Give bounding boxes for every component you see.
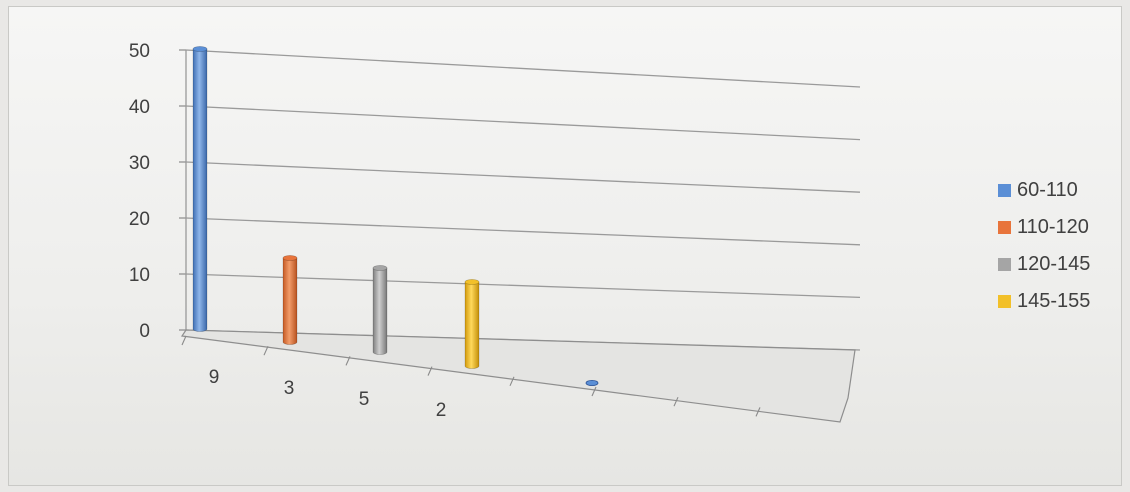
y-tick-label: 50 (129, 41, 150, 62)
x-tick-mark (591, 386, 597, 397)
x-tick-label: 5 (359, 389, 370, 410)
gridline (185, 49, 861, 88)
floor-surface (180, 329, 856, 423)
x-tick-mark (673, 396, 679, 407)
legend-swatch (998, 258, 1011, 271)
gridline (185, 217, 861, 246)
legend-label: 120-145 (1017, 253, 1091, 275)
y-tick-label: 10 (129, 265, 150, 286)
legend-label: 60-110 (1017, 179, 1078, 201)
legend-item: 110-120 (998, 209, 1090, 246)
gridline (185, 161, 861, 193)
x-tick-mark (263, 345, 269, 356)
bar-top (282, 255, 298, 261)
x-tick-mark (345, 356, 351, 366)
bar (282, 257, 298, 345)
gridline (185, 105, 861, 141)
bar (464, 281, 480, 369)
bar-top (372, 265, 388, 271)
legend-swatch (998, 221, 1011, 234)
gridline (185, 273, 861, 299)
y-tick-label: 0 (139, 321, 150, 342)
y-tick-label: 20 (129, 209, 150, 230)
bar (585, 379, 599, 386)
y-tick-label: 30 (129, 153, 150, 174)
legend-item: 60-110 (998, 172, 1090, 209)
legend-label: 145-155 (1017, 290, 1091, 312)
x-tick-label: 9 (209, 367, 220, 388)
legend-swatch (998, 184, 1011, 197)
x-tick-label: 2 (436, 400, 447, 421)
x-tick-mark (181, 335, 187, 346)
x-tick-mark (509, 376, 515, 387)
legend-item: 120-145 (998, 246, 1090, 283)
legend-item: 145-155 (998, 283, 1090, 320)
bar (192, 48, 208, 332)
bar-top (464, 279, 480, 285)
x-tick-mark (427, 366, 433, 376)
x-tick-label: 3 (284, 378, 295, 399)
y-tick-label: 40 (129, 97, 150, 118)
bar (372, 267, 388, 355)
bar-top (192, 46, 208, 52)
x-tick-mark (755, 407, 761, 417)
legend: 60-110 110-120 120-145 145-155 (998, 172, 1090, 320)
legend-swatch (998, 295, 1011, 308)
legend-label: 110-120 (1017, 216, 1089, 238)
